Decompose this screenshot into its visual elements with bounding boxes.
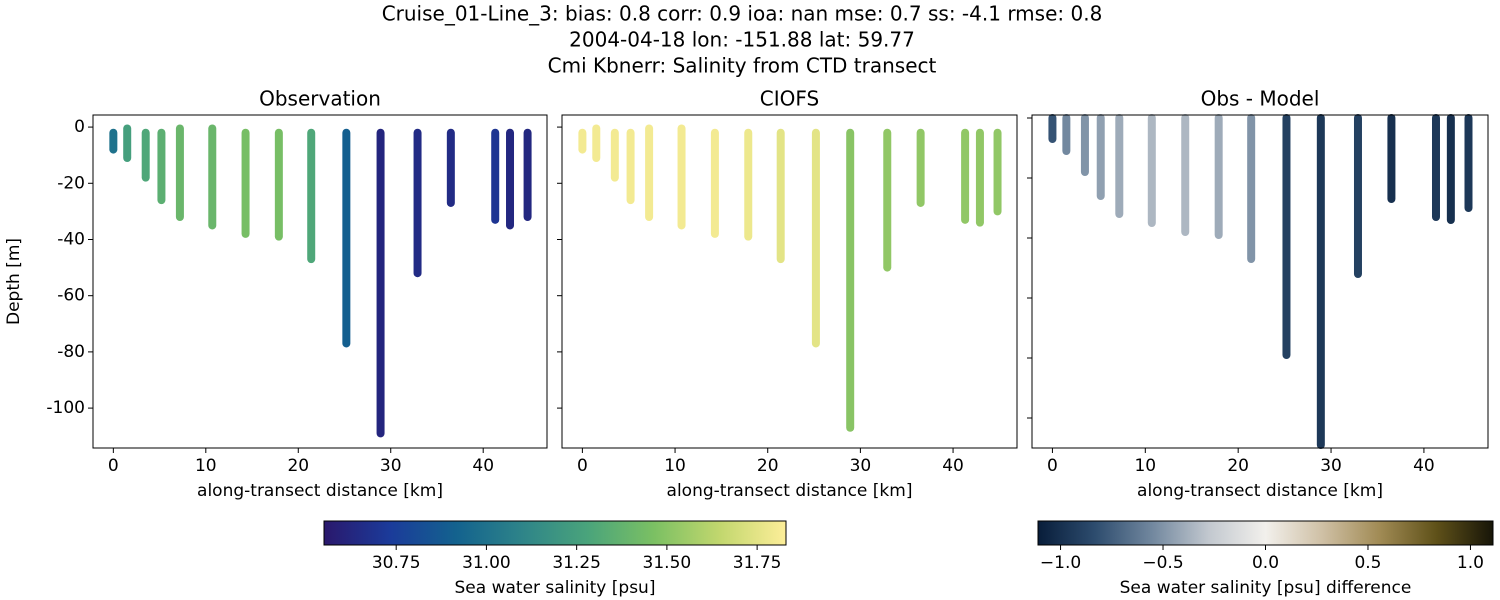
colorbar-tick-label: 31.00	[462, 553, 511, 573]
y-axis-label: Depth [m]	[4, 238, 24, 325]
y-tick-label: -80	[57, 342, 85, 362]
colorbar-tick-label: 31.25	[552, 553, 601, 573]
x-tick-label: 40	[472, 456, 494, 476]
x-tick-label: 0	[108, 456, 119, 476]
colorbar-tick-label: 31.75	[733, 553, 782, 573]
x-tick-label: 10	[664, 456, 686, 476]
colorbar-tick-label: 1.0	[1457, 553, 1484, 573]
colorbar-tick-label: 30.75	[372, 553, 421, 573]
y-tick-label: 0	[74, 117, 85, 137]
axes-frame	[1031, 114, 1489, 449]
x-tick-label: 10	[195, 456, 217, 476]
colorbar-tick-label: 31.50	[643, 553, 692, 573]
colorbar-tick-label: 0.5	[1354, 553, 1381, 573]
x-tick-label: 20	[757, 456, 779, 476]
x-tick-label: 30	[850, 456, 872, 476]
x-tick-label: 40	[1413, 456, 1435, 476]
x-axis-label: along-transect distance [km]	[197, 481, 443, 501]
y-tick-label: -20	[57, 173, 85, 193]
x-axis-label: along-transect distance [km]	[667, 481, 913, 501]
x-tick-label: 40	[942, 456, 964, 476]
y-tick-label: -40	[57, 229, 85, 249]
y-tick-label: -60	[57, 286, 85, 306]
panel-title: CIOFS	[760, 87, 819, 111]
x-tick-label: 0	[577, 456, 588, 476]
x-tick-label: 0	[1047, 456, 1058, 476]
x-tick-label: 10	[1134, 456, 1156, 476]
x-axis-label: along-transect distance [km]	[1137, 481, 1383, 501]
colorbar	[1037, 520, 1494, 546]
colorbar-label: Sea water salinity [psu] difference	[1120, 578, 1412, 598]
suptitle: 2004-04-18 lon: -151.88 lat: 59.77	[569, 28, 915, 52]
colorbar-tick-label: −1.0	[1040, 553, 1081, 573]
x-tick-label: 20	[1227, 456, 1249, 476]
colorbar-label: Sea water salinity [psu]	[455, 578, 656, 598]
x-tick-label: 30	[380, 456, 402, 476]
x-tick-label: 20	[287, 456, 309, 476]
axes-frame	[561, 114, 1018, 449]
colorbar-tick-label: 0.0	[1252, 553, 1279, 573]
colorbar-tick-label: −0.5	[1142, 553, 1183, 573]
panel-title: Observation	[259, 87, 381, 111]
panel-title: Obs - Model	[1201, 87, 1320, 111]
x-tick-label: 30	[1320, 456, 1342, 476]
suptitle: Cruise_01-Line_3: bias: 0.8 corr: 0.9 io…	[382, 2, 1103, 26]
y-tick-label: -100	[46, 398, 85, 418]
suptitle: Cmi Kbnerr: Salinity from CTD transect	[548, 54, 937, 78]
axes-frame	[92, 114, 548, 449]
colorbar	[323, 520, 787, 546]
